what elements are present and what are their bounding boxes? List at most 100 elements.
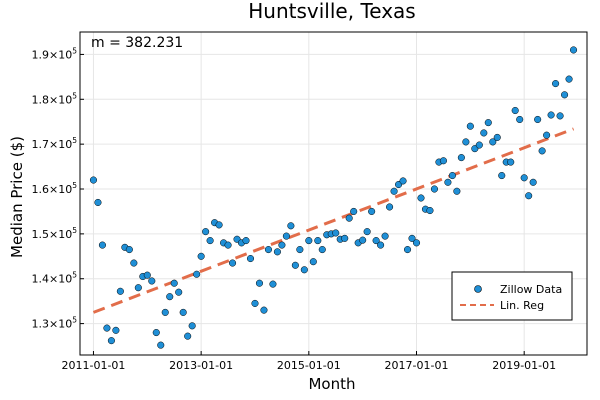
data-point [255, 279, 264, 287]
data-point [179, 308, 187, 316]
x-tick-label: 2013-01-01 [169, 359, 233, 372]
data-point [439, 157, 447, 165]
data-point [516, 115, 524, 124]
data-point [377, 241, 385, 249]
data-point [538, 147, 546, 155]
data-point [130, 259, 138, 267]
data-point [547, 111, 555, 119]
legend: Zillow Data Lin. Reg [451, 271, 573, 321]
data-point [152, 329, 160, 337]
data-point [556, 112, 564, 120]
data-point [287, 222, 295, 230]
y-tick-label: 1.4×105 [32, 271, 78, 286]
data-points [89, 46, 578, 349]
legend-label-zillow: Zillow Data [500, 283, 562, 296]
data-point [197, 252, 205, 260]
data-point [89, 176, 98, 184]
data-point [224, 241, 232, 249]
data-point [278, 241, 286, 249]
data-point [511, 106, 519, 115]
data-point [112, 326, 120, 334]
data-point [525, 192, 533, 200]
data-point [242, 237, 250, 245]
data-point [390, 187, 398, 195]
data-point [412, 239, 421, 247]
data-point [246, 254, 255, 263]
data-point [462, 138, 470, 146]
data-point [260, 306, 268, 314]
data-point [125, 246, 133, 254]
slope-annotation: m = 382.231 [91, 35, 183, 51]
x-tick-label: 2011-01-01 [61, 359, 125, 372]
axis-ticks: 2011-01-01 2013-01-01 2015-01-01 2017-01-01… [32, 46, 557, 372]
data-point [175, 288, 183, 296]
y-tick-label: 1.9×105 [32, 46, 78, 61]
y-tick-label: 1.3×105 [32, 316, 78, 331]
data-point [341, 234, 349, 242]
data-point [507, 158, 515, 166]
y-axis-label: Median Price ($) [8, 136, 26, 258]
data-point [372, 237, 380, 245]
data-point [103, 324, 111, 332]
data-point [296, 246, 304, 254]
data-point [520, 174, 528, 182]
data-point [143, 271, 151, 279]
data-point [202, 228, 210, 236]
data-point [94, 198, 102, 207]
data-point [116, 287, 124, 295]
data-point [251, 299, 259, 307]
data-point [291, 261, 299, 269]
data-point [565, 75, 573, 83]
data-point [386, 203, 394, 211]
data-point [305, 237, 313, 245]
data-point [282, 232, 290, 240]
grid [80, 32, 587, 355]
data-point [493, 133, 501, 141]
x-tick-label: 2017-01-01 [385, 359, 449, 372]
data-point [381, 232, 389, 240]
data-point [107, 337, 115, 345]
data-point [148, 277, 156, 285]
legend-box [451, 271, 573, 321]
data-point [193, 270, 201, 278]
x-axis-label: Month [308, 375, 355, 393]
data-point [332, 229, 340, 237]
data-point [426, 206, 434, 215]
data-point [480, 129, 488, 137]
data-point [417, 194, 425, 202]
data-point [134, 284, 142, 292]
data-point [269, 280, 277, 288]
data-point [161, 308, 169, 316]
data-point [309, 258, 317, 266]
data-point [430, 185, 439, 193]
data-point [457, 154, 465, 162]
data-point [170, 279, 178, 287]
data-point [359, 236, 367, 244]
data-point [475, 141, 483, 149]
data-point [489, 138, 497, 146]
data-point [552, 80, 560, 88]
x-tick-label: 2019-01-01 [492, 359, 556, 372]
data-point [569, 46, 578, 54]
data-point [466, 122, 474, 130]
data-point [399, 177, 407, 185]
data-point [188, 322, 196, 330]
data-point [318, 246, 326, 254]
data-point [345, 214, 353, 222]
data-point [273, 248, 281, 256]
data-point [206, 237, 214, 245]
data-point [408, 234, 416, 242]
data-point [215, 221, 223, 229]
y-tick-label: 1.8×105 [32, 91, 78, 106]
x-tick-label: 2015-01-01 [277, 359, 341, 372]
data-point [228, 259, 237, 267]
y-tick-label: 1.5×105 [32, 226, 78, 241]
legend-marker-zillow [474, 285, 482, 293]
data-point [98, 241, 106, 249]
plot-frame [79, 31, 588, 356]
legend-label-regression: Lin. Reg [500, 299, 544, 312]
data-point [157, 341, 165, 349]
data-point [543, 131, 551, 139]
data-point [363, 228, 371, 236]
